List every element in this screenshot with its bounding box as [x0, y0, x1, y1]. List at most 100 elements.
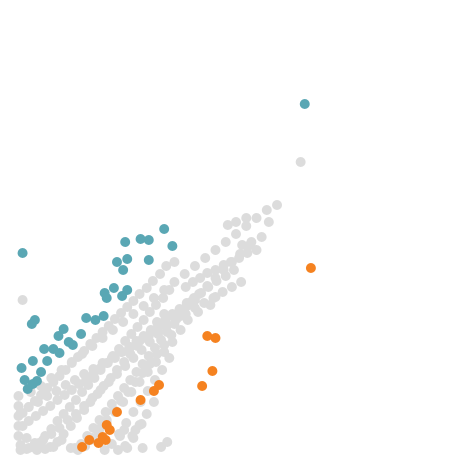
teal-point	[16, 363, 27, 373]
teal-point	[111, 257, 122, 267]
neutral-point	[130, 425, 141, 435]
orange-series	[77, 263, 316, 452]
neutral-point	[122, 302, 133, 312]
neutral-point	[105, 373, 116, 383]
neutral-point	[169, 277, 180, 287]
neutral-point	[85, 397, 96, 407]
neutral-point	[159, 309, 170, 319]
neutral-point	[179, 269, 190, 279]
neutral-point	[29, 396, 40, 406]
neutral-point	[29, 438, 40, 448]
neutral-point	[113, 445, 123, 455]
neutral-point	[177, 305, 188, 315]
teal-point	[36, 367, 47, 377]
neutral-point	[251, 213, 262, 223]
neutral-point	[45, 442, 56, 452]
neutral-point	[98, 381, 109, 391]
neutral-point	[145, 325, 156, 335]
neutral-point	[128, 433, 139, 443]
neutral-point	[111, 365, 122, 375]
neutral-point	[77, 387, 88, 397]
neutral-point	[119, 425, 130, 435]
teal-point	[108, 283, 119, 293]
teal-point	[53, 331, 64, 341]
neutral-point	[122, 443, 133, 453]
teal-point	[67, 340, 78, 350]
neutral-point	[38, 435, 49, 445]
neutral-point	[126, 387, 137, 397]
neutral-point	[243, 241, 254, 251]
teal-point	[27, 356, 38, 366]
neutral-point	[118, 397, 129, 407]
neutral-point	[158, 293, 169, 303]
neutral-point	[161, 321, 172, 331]
neutral-point	[263, 217, 274, 227]
neutral-point	[13, 431, 24, 441]
neutral-point	[58, 429, 69, 439]
neutral-point	[295, 157, 306, 167]
orange-point	[210, 333, 221, 343]
neutral-point	[71, 413, 82, 423]
orange-point	[93, 438, 104, 448]
neutral-point	[64, 402, 75, 412]
neutral-point	[144, 307, 155, 317]
neutral-point	[141, 409, 152, 419]
teal-point	[26, 319, 37, 329]
neutral-point	[150, 357, 161, 367]
orange-point	[135, 395, 146, 405]
neutral-point	[70, 395, 81, 405]
teal-point	[54, 348, 65, 358]
neutral-point	[210, 245, 221, 255]
teal-point	[167, 241, 178, 251]
neutral-point	[118, 317, 129, 327]
neutral-point	[46, 373, 57, 383]
neutral-point	[148, 397, 159, 407]
orange-point	[148, 386, 159, 396]
teal-point	[143, 255, 154, 265]
neutral-point	[159, 285, 170, 295]
neutral-point	[202, 281, 213, 291]
orange-point	[77, 442, 88, 452]
neutral-point	[59, 390, 70, 400]
neutral-point	[138, 301, 149, 311]
neutral-point	[231, 229, 241, 239]
orange-point	[104, 425, 115, 435]
neutral-point	[46, 429, 57, 439]
neutral-point	[79, 405, 90, 415]
teal-point	[42, 356, 53, 366]
orange-point	[197, 381, 208, 391]
neutral-point	[83, 380, 94, 390]
neutral-point	[45, 401, 56, 411]
teal-point	[19, 375, 30, 385]
neutral-point	[132, 322, 143, 332]
neutral-point	[38, 406, 49, 416]
teal-point	[159, 224, 170, 234]
neutral-point	[114, 344, 125, 354]
neutral-point	[137, 359, 148, 369]
neutral-point	[13, 391, 24, 401]
orange-point	[84, 435, 95, 445]
neutral-point	[142, 367, 153, 377]
neutral-point	[226, 282, 237, 292]
neutral-point	[95, 365, 106, 375]
neutral-point	[155, 269, 166, 279]
neutral-point	[69, 375, 80, 385]
neutral-point	[189, 261, 200, 271]
neutral-point	[159, 340, 170, 350]
teal-point	[101, 293, 112, 303]
teal-point	[76, 329, 87, 339]
neutral-point	[175, 325, 186, 335]
orange-point	[207, 366, 218, 376]
neutral-point	[52, 395, 63, 405]
teal-point	[27, 379, 38, 389]
neutral-point	[109, 314, 120, 324]
teal-point	[299, 99, 310, 109]
neutral-point	[107, 325, 118, 335]
teal-point	[58, 324, 69, 334]
neutral-point	[157, 365, 168, 375]
teal-point	[98, 311, 109, 321]
neutral-point	[134, 377, 145, 387]
neutral-point	[185, 297, 196, 307]
neutral-point	[56, 365, 67, 375]
neutral-point	[136, 419, 147, 429]
